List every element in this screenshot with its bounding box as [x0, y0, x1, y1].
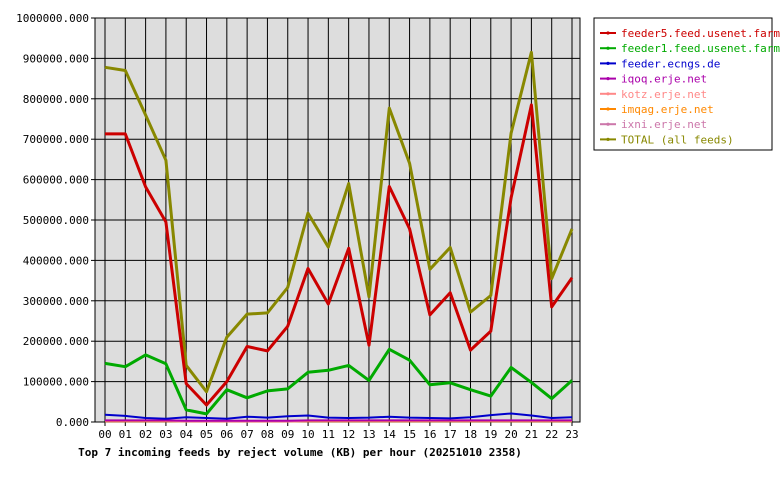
x-tick-label: 00	[98, 428, 111, 441]
legend-label: kotz.erje.net	[621, 88, 707, 101]
x-tick-label: 23	[565, 428, 578, 441]
x-tick-label: 22	[545, 428, 558, 441]
legend-label: feeder1.feed.usenet.farm	[621, 42, 780, 55]
legend-marker	[606, 92, 610, 96]
legend: feeder5.feed.usenet.farm feeder1.feed.use…	[593, 17, 780, 151]
legend-marker	[606, 122, 610, 126]
legend-label: imqag.erje.net	[621, 103, 714, 116]
legend-label: ixni.erje.net	[621, 118, 707, 131]
legend-label: feeder5.feed.usenet.farm	[621, 27, 780, 40]
series-line-3	[104, 412, 573, 420]
y-tick-label: 600000.000	[23, 174, 89, 187]
x-tick-label: 18	[464, 428, 477, 441]
y-tick-label: 400000.000	[23, 254, 89, 267]
x-tick-label: 10	[301, 428, 314, 441]
series-line-1	[105, 103, 574, 407]
x-tick-label: 19	[484, 428, 497, 441]
x-tick-label: 06	[220, 428, 233, 441]
x-axis-ticks: 00 01 02 03 04 05 06 07 08 09 10 11 12 13 14 15 16 17 18 19…	[98, 422, 579, 441]
y-tick-label: 1000000.000	[16, 12, 89, 25]
x-tick-label: 17	[444, 428, 457, 441]
series-line-8	[104, 50, 574, 394]
x-tick-label: 16	[423, 428, 436, 441]
legend-box	[593, 17, 773, 151]
x-tick-label: 01	[119, 428, 132, 441]
x-tick-label: 20	[504, 428, 517, 441]
x-tick-label: 04	[180, 428, 194, 441]
chart-title: Top 7 incoming feeds by reject volume (K…	[78, 446, 522, 459]
y-tick-label: 800000.000	[23, 93, 89, 106]
x-tick-label: 09	[281, 428, 294, 441]
y-tick-label: 300000.000	[23, 295, 89, 308]
legend-marker	[606, 107, 610, 111]
x-tick-label: 07	[241, 428, 254, 441]
y-tick-label: 900000.000	[23, 52, 89, 65]
legend-label: iqoq.erje.net	[621, 73, 707, 86]
y-tick-label: 700000.000	[23, 133, 89, 146]
legend-label: TOTAL (all feeds)	[621, 133, 734, 146]
x-tick-label: 08	[261, 428, 274, 441]
legend-marker	[606, 77, 610, 81]
x-tick-label: 13	[362, 428, 375, 441]
x-tick-label: 11	[322, 428, 335, 441]
x-tick-label: 12	[342, 428, 355, 441]
y-tick-label: 500000.000	[23, 214, 89, 227]
x-tick-label: 14	[383, 428, 397, 441]
x-tick-label: 05	[200, 428, 213, 441]
x-tick-label: 15	[403, 428, 416, 441]
legend-label: feeder.ecngs.de	[621, 57, 720, 70]
legend-marker	[606, 46, 610, 50]
series-line-2	[104, 347, 574, 416]
series-lines	[104, 50, 574, 423]
x-tick-label: 21	[525, 428, 538, 441]
y-tick-label: 0.000	[56, 416, 89, 429]
y-tick-label: 200000.000	[23, 335, 89, 348]
legend-marker	[606, 61, 610, 65]
y-axis-ticks: 0.000 100000.000 200000.000 300000.000 40000…	[16, 12, 95, 429]
legend-marker	[606, 137, 610, 141]
grid-lines	[95, 18, 580, 422]
legend-marker	[606, 31, 610, 35]
x-tick-label: 03	[159, 428, 172, 441]
x-tick-label: 02	[139, 428, 152, 441]
y-tick-label: 100000.000	[23, 376, 89, 389]
